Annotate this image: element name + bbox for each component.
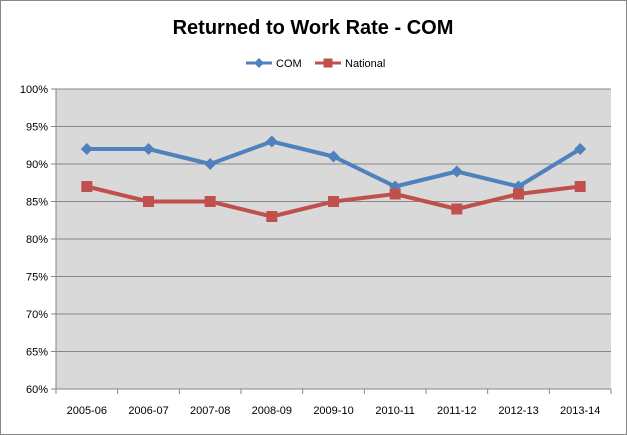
x-tick-label: 2005-06 xyxy=(67,405,107,417)
series-layer xyxy=(80,135,587,222)
legend-label: National xyxy=(345,58,385,70)
legend-marker xyxy=(323,58,333,68)
data-point xyxy=(513,188,524,200)
y-tick-label: 95% xyxy=(26,122,48,134)
data-point xyxy=(266,211,278,222)
y-tick-label: 60% xyxy=(26,384,48,396)
x-axis-ticks: 2005-06 2006-07 2007-08 2008-09 2009-10 2010-… xyxy=(55,389,612,417)
series-national xyxy=(81,181,586,222)
data-point xyxy=(328,196,339,207)
x-tick-label: 2008-09 xyxy=(252,405,292,417)
data-point xyxy=(80,143,93,155)
y-tick-label: 75% xyxy=(26,272,48,284)
x-tick-label: 2011-12 xyxy=(437,405,477,417)
x-tick-label: 2006-07 xyxy=(128,405,168,417)
legend-marker xyxy=(254,58,264,68)
y-axis-ticks: 60% 65% 70% 75% 80% 85% 90% 95% 100% xyxy=(20,84,56,396)
legend-entry-com: COM xyxy=(246,58,302,70)
x-tick-label: 2009-10 xyxy=(313,405,353,417)
y-tick-label: 70% xyxy=(26,309,48,321)
y-tick-label: 100% xyxy=(20,84,48,96)
legend-label: COM xyxy=(276,58,302,70)
y-tick-label: 90% xyxy=(26,159,48,171)
data-point xyxy=(574,143,587,155)
data-point xyxy=(327,150,340,163)
y-tick-label: 85% xyxy=(26,197,48,209)
data-point xyxy=(389,188,401,200)
y-tick-label: 80% xyxy=(26,234,48,246)
x-tick-label: 2013-14 xyxy=(560,405,600,417)
data-point xyxy=(143,196,154,207)
data-point xyxy=(81,181,93,192)
x-tick-label: 2012-13 xyxy=(498,405,538,417)
data-point xyxy=(204,158,217,170)
y-tick-label: 65% xyxy=(26,347,48,359)
data-point xyxy=(450,165,463,178)
x-tick-label: 2010-11 xyxy=(375,405,415,417)
legend-entry-national: National xyxy=(315,58,385,70)
series-com xyxy=(80,135,587,193)
data-point xyxy=(204,196,216,207)
data-point xyxy=(451,203,463,215)
legend: COM National xyxy=(246,58,385,70)
data-point xyxy=(265,135,278,148)
data-point xyxy=(574,181,586,192)
chart-title: Returned to Work Rate - COM xyxy=(173,17,454,39)
data-point xyxy=(142,143,155,155)
x-tick-label: 2007-08 xyxy=(190,405,230,417)
